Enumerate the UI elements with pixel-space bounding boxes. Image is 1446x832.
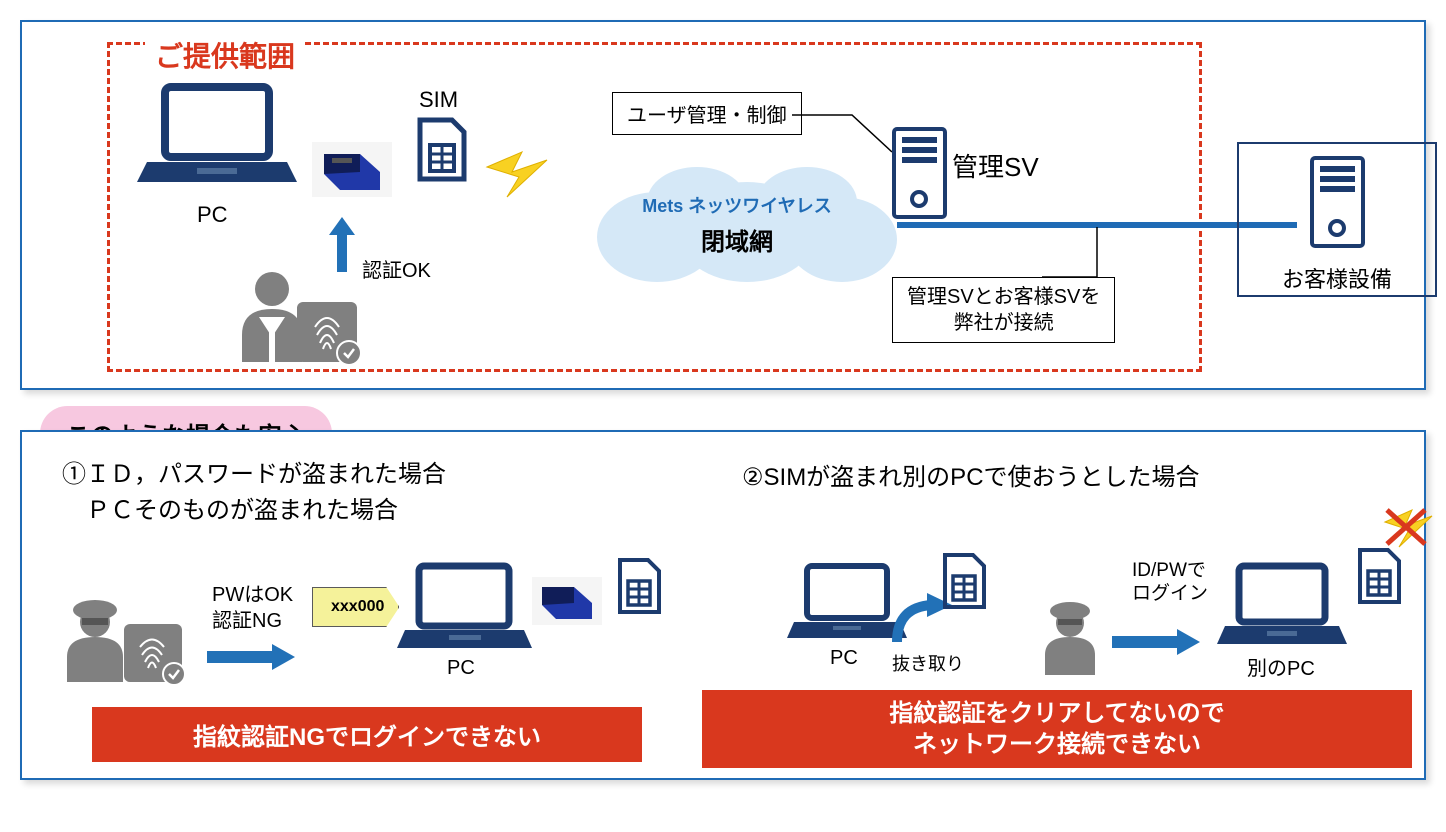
case1-pc-label: PC — [447, 657, 475, 680]
pc-label: PC — [197, 202, 228, 228]
case1-pw-ok: PWはOK — [212, 582, 293, 608]
cloud-network-label: 閉域網 — [577, 222, 897, 257]
case1-arrow-icon — [207, 642, 297, 672]
customer-server-icon — [1310, 156, 1365, 251]
provision-scope-panel: ご提供範囲 PC SIM — [20, 20, 1426, 390]
case1-line2: ＰＣそのものが盗まれた場合 — [62, 493, 446, 529]
cloud-logo-text: Mets ネッツワイヤレス — [577, 192, 897, 218]
provision-title: ご提供範囲 — [145, 35, 305, 75]
case2-idpw-line1: ID/PWで — [1132, 560, 1208, 583]
case2-red-line1: 指紋認証をクリアしてないので — [710, 698, 1404, 729]
case1-reader-icon — [532, 577, 602, 625]
lightning-x-icon — [1377, 502, 1437, 557]
case1-sim-icon — [617, 557, 662, 615]
case1-red-bar: 指紋認証NGでログインできない — [92, 707, 642, 762]
case2-laptop2-icon — [1217, 562, 1347, 652]
case2-arrow-icon — [1112, 627, 1202, 657]
case2-extract-label: 抜き取り — [892, 650, 964, 676]
sim-label: SIM — [419, 87, 458, 113]
case1-laptop-icon — [397, 562, 532, 657]
connect-callout-line2: 弊社が接続 — [907, 310, 1100, 336]
mgmt-server-icon — [892, 127, 947, 222]
case2-thief-icon — [1037, 597, 1107, 677]
connect-callout-line1: 管理SVとお客様SVを — [907, 284, 1100, 310]
password-box: xxx000 — [312, 587, 399, 627]
case2-idpw: ID/PWで ログイン — [1132, 560, 1208, 606]
case2-idpw-line2: ログイン — [1132, 583, 1208, 606]
user-fingerprint-icon — [237, 267, 367, 367]
sim-icon — [417, 117, 467, 182]
case2-sim1-icon — [942, 552, 987, 610]
connect-callout: 管理SVとお客様SVを 弊社が接続 — [892, 277, 1115, 343]
case2-red-line2: ネットワーク接続できない — [710, 729, 1404, 760]
case1-auth-ng: 認証NG — [212, 608, 293, 634]
case1-status: PWはOK 認証NG — [212, 582, 293, 634]
mgmt-sv-label: 管理SV — [952, 147, 1039, 184]
case2-red-bar: 指紋認証をクリアしてないので ネットワーク接続できない — [702, 690, 1412, 768]
laptop-icon — [137, 82, 297, 192]
case2-pc2-label: 別のPC — [1247, 652, 1315, 681]
scenarios-panel: ①ＩＤ，パスワードが盗まれた場合 ＰＣそのものが盗まれた場合 — [20, 430, 1426, 780]
card-reader-icon — [312, 142, 392, 197]
auth-ok-label: 認証OK — [362, 254, 431, 283]
callout-pointer-1 — [792, 107, 902, 157]
cloud-network-icon: Mets ネッツワイヤレス 閉域網 — [577, 152, 897, 292]
auth-ok-arrow-icon — [327, 217, 357, 272]
case2-pc1-label: PC — [830, 647, 858, 670]
case2-heading: ②SIMが盗まれ別のPCで使おうとした場合 — [742, 457, 1200, 492]
callout-pointer-2 — [1042, 227, 1112, 282]
case1-line1: ①ＩＤ，パスワードが盗まれた場合 — [62, 457, 446, 493]
lightning-icon — [477, 142, 557, 212]
thief-fingerprint-icon — [62, 592, 197, 687]
user-mgmt-callout: ユーザ管理・制御 — [612, 92, 802, 135]
customer-equipment-label: お客様設備 — [1239, 262, 1435, 294]
customer-equipment-box: お客様設備 — [1237, 142, 1437, 297]
case1-heading: ①ＩＤ，パスワードが盗まれた場合 ＰＣそのものが盗まれた場合 — [62, 457, 446, 529]
